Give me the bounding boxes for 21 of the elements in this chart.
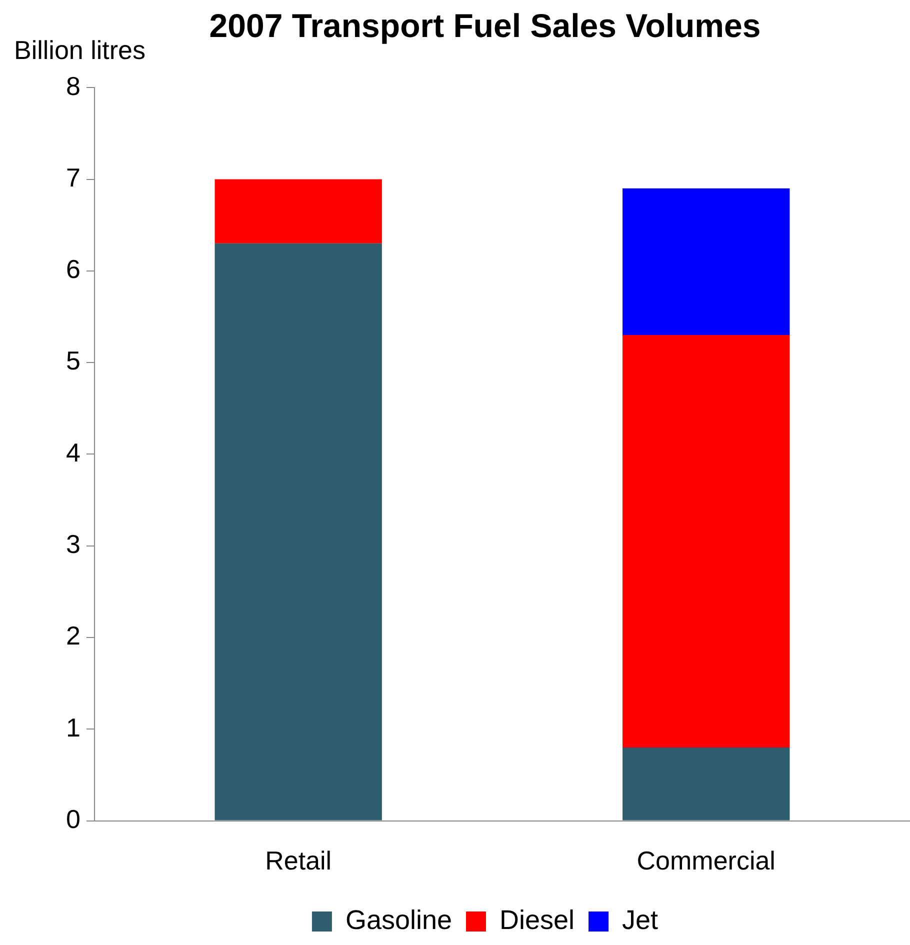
chart-title: 2007 Transport Fuel Sales Volumes (209, 6, 761, 44)
y-axis-title: Billion litres (14, 35, 146, 66)
y-tick-label: 2 (66, 620, 80, 651)
bar (214, 179, 382, 244)
y-tick-label: 3 (66, 529, 80, 560)
bar (622, 335, 790, 748)
legend-label: Jet (622, 904, 659, 935)
y-tick-label: 4 (66, 437, 80, 468)
legend-label: Gasoline (345, 904, 452, 935)
y-tick-label: 1 (66, 712, 80, 742)
bar (622, 188, 790, 336)
bar (214, 243, 382, 820)
y-tick-label: 0 (66, 804, 80, 834)
y-tick-label: 6 (66, 254, 80, 284)
x-tick-label: Retail (265, 846, 332, 876)
legend-label: Diesel (500, 904, 575, 935)
y-tick-label: 7 (66, 162, 80, 192)
x-tick-label: Commercial (636, 846, 776, 876)
bar (622, 747, 790, 820)
y-tick-label: 8 (66, 70, 80, 101)
y-tick-label: 5 (66, 346, 80, 376)
